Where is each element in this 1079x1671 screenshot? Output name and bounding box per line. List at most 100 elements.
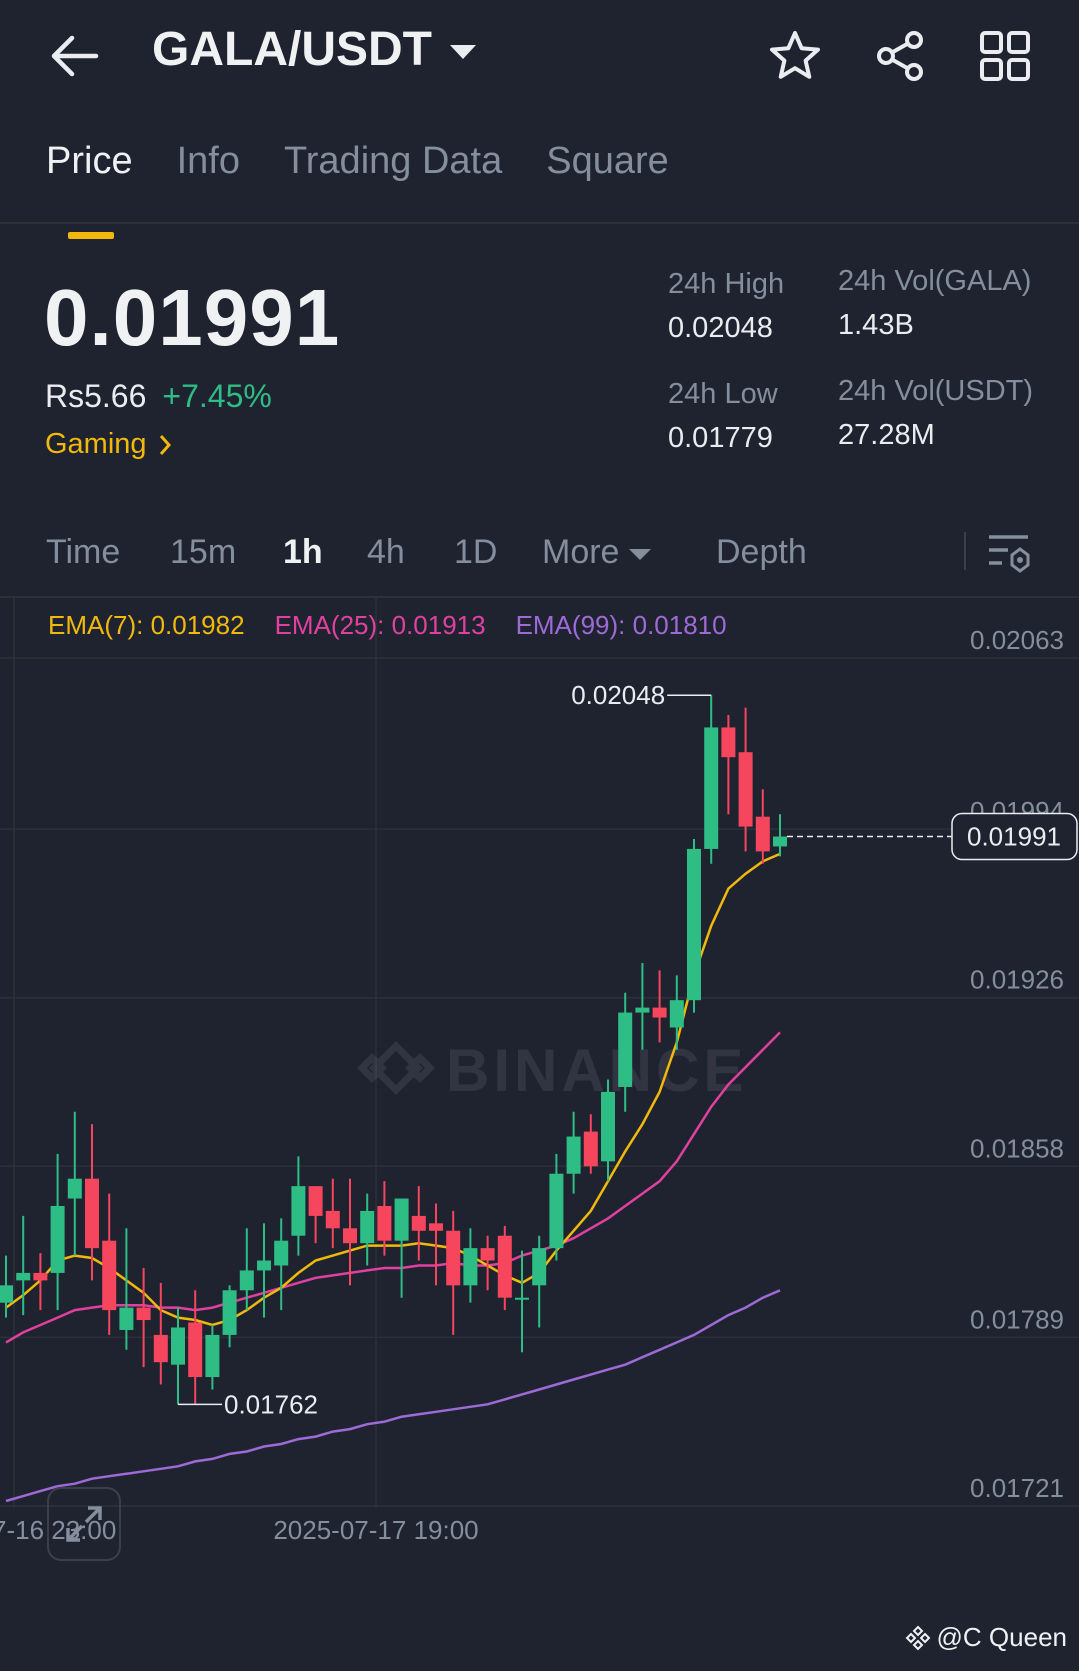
timeframe-1h[interactable]: 1h: [283, 533, 323, 571]
candle: [583, 1114, 598, 1174]
candle: [153, 1282, 168, 1385]
candle-body: [67, 1178, 82, 1199]
vol-gala-value: 1.43B: [838, 309, 914, 341]
candle-body: [119, 1307, 134, 1330]
fullscreen-button[interactable]: [47, 1487, 121, 1561]
candle-body: [136, 1307, 151, 1321]
ema25-line: [5, 1031, 781, 1344]
tab-trading-data[interactable]: Trading Data: [283, 140, 503, 182]
vol-gala-label: 24h Vol(GALA): [838, 265, 1032, 297]
binance-logo-icon: [905, 1625, 930, 1650]
ema7-line: [5, 852, 781, 1327]
candle: [738, 707, 753, 852]
caret-down-icon: [629, 548, 652, 560]
candle-body: [755, 816, 770, 852]
candle-body: [446, 1230, 461, 1286]
candle: [119, 1228, 134, 1350]
candle-body: [343, 1228, 357, 1244]
candle-body: [515, 1297, 529, 1300]
candle: [515, 1250, 529, 1353]
timeframe-4h[interactable]: 4h: [367, 533, 405, 571]
candle-body: [721, 727, 736, 758]
candle: [497, 1225, 512, 1311]
footer-credit: @C Queen: [905, 1622, 1067, 1653]
candle-body: [153, 1334, 168, 1363]
candle: [463, 1228, 478, 1303]
candle: [532, 1235, 547, 1328]
candle: [429, 1203, 443, 1286]
candle-body: [377, 1205, 392, 1241]
candle-body: [274, 1240, 289, 1266]
candle: [274, 1218, 289, 1311]
caret-down-icon: [449, 44, 476, 59]
timeframe-15m[interactable]: 15m: [170, 533, 237, 571]
candle-body: [635, 1007, 650, 1013]
candle: [773, 814, 787, 857]
candle: [85, 1124, 99, 1281]
candle-body: [429, 1223, 443, 1231]
candle-body: [50, 1205, 65, 1273]
timeframe-time[interactable]: Time: [46, 533, 121, 571]
candle: [601, 1079, 615, 1182]
candle-body: [222, 1290, 237, 1335]
candle-body: [16, 1272, 31, 1281]
candle-body: [188, 1322, 203, 1378]
share-icon[interactable]: [870, 26, 930, 86]
candle-body: [738, 752, 753, 827]
more-label: More: [542, 533, 620, 571]
grid-icon[interactable]: [975, 26, 1035, 86]
candle: [239, 1228, 254, 1311]
candle: [687, 839, 701, 1013]
candle: [33, 1253, 48, 1311]
star-icon[interactable]: [765, 26, 825, 86]
candle: [635, 962, 650, 1050]
y-tick-label: 0.01789: [970, 1304, 1064, 1334]
candle-body: [394, 1198, 409, 1241]
candle-body: [308, 1186, 323, 1216]
candle-body: [480, 1248, 495, 1261]
candle-body: [360, 1210, 375, 1244]
candle-body: [239, 1270, 254, 1291]
chevron-right-icon: [159, 434, 171, 455]
candle-body: [773, 836, 787, 847]
candle: [291, 1156, 306, 1256]
x-tick-label: 2025-07-17 19:00: [273, 1515, 478, 1545]
candle: [50, 1153, 65, 1311]
arrow-left-icon[interactable]: [44, 26, 104, 86]
candle-body: [618, 1012, 633, 1087]
candle-body: [205, 1334, 220, 1378]
tab-info[interactable]: Info: [176, 140, 240, 182]
binance-watermark-text: BINANCE: [446, 1037, 747, 1104]
candle-body: [411, 1215, 426, 1231]
category-link[interactable]: Gaming: [45, 428, 173, 461]
timeframe-1d[interactable]: 1D: [454, 533, 498, 571]
candle-body: [0, 1285, 13, 1303]
price-change: +7.45%: [162, 378, 272, 414]
chart-settings-icon[interactable]: [984, 528, 1034, 578]
category-label: Gaming: [45, 428, 147, 460]
candle: [343, 1178, 357, 1286]
max-price-label: 0.02048: [571, 680, 665, 710]
ema99-line: [5, 1289, 781, 1503]
binance-watermark-icon: [357, 1041, 435, 1095]
vol-usdt-label: 24h Vol(USDT): [838, 375, 1034, 407]
pair-selector[interactable]: GALA/USDT: [152, 22, 476, 77]
y-tick-label: 0.02063: [970, 625, 1064, 655]
candle: [102, 1193, 117, 1335]
candlestick-chart[interactable]: 0.020630.019940.019260.018580.017890.017…: [0, 598, 1079, 1638]
tab-square[interactable]: Square: [546, 140, 669, 182]
candle: [188, 1290, 203, 1405]
timeframe-more[interactable]: More: [542, 533, 716, 572]
ema-legend: EMA(7): 0.01982 EMA(25): 0.01913 EMA(99)…: [48, 610, 727, 641]
candle-body: [171, 1327, 185, 1365]
toolbar-divider: [964, 532, 966, 570]
depth-tab[interactable]: Depth: [716, 533, 807, 571]
ema99-label: EMA(99): 0.01810: [515, 610, 727, 640]
y-tick-label: 0.01926: [970, 965, 1064, 995]
tab-price[interactable]: Price: [46, 140, 133, 239]
current-price-label: 0.01991: [967, 822, 1061, 852]
credit-text: @C Queen: [936, 1622, 1067, 1652]
candle-body: [566, 1136, 581, 1174]
candle: [618, 992, 633, 1112]
candle: [411, 1186, 426, 1261]
